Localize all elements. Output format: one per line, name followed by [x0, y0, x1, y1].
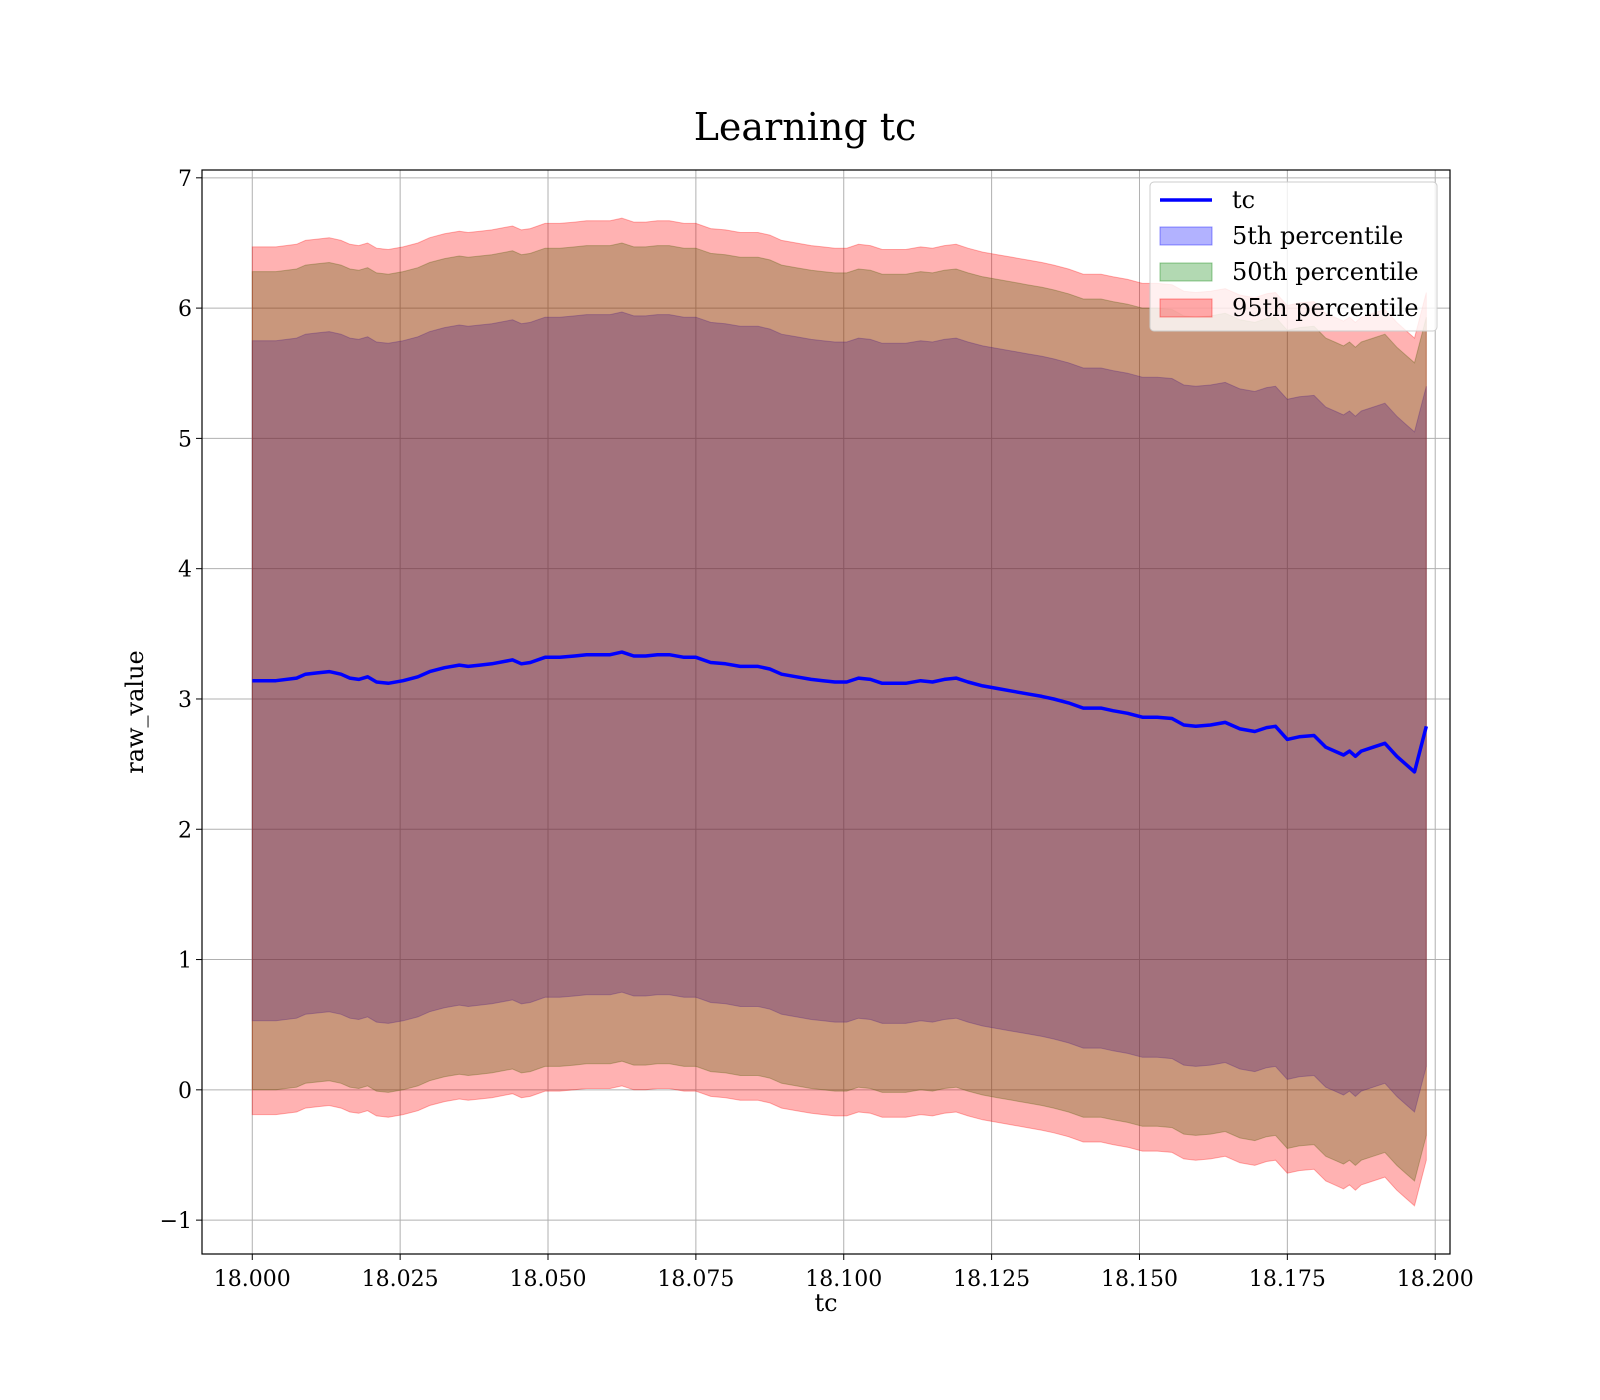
percentile-bands [251, 217, 1427, 1207]
grid [202, 170, 1450, 1254]
legend: tc 5th percentile 50th percentile 95th perc… [1149, 181, 1438, 332]
y-tick-label: 7 [178, 167, 192, 192]
x-tick-label: 18.175 [1249, 1267, 1326, 1292]
legend-label: 50th percentile [1232, 258, 1419, 286]
x-axis-label: tc [814, 1289, 837, 1317]
legend-swatch [1159, 262, 1213, 282]
series-lines [252, 650, 1428, 774]
legend-label: 5th percentile [1232, 222, 1403, 250]
x-tick-label: 18.150 [1101, 1267, 1178, 1292]
y-tick-label: 3 [178, 688, 192, 713]
band-95th-percentile [251, 217, 1427, 1207]
plot-area [201, 169, 1451, 1255]
x-tick-label: 18.100 [805, 1267, 882, 1292]
legend-frame [1149, 181, 1438, 332]
legend-swatch [1159, 226, 1213, 246]
legend-item: 5th percentile [1159, 222, 1403, 250]
y-axis-ticks: −1 0 1 2 3 4 5 6 7 [160, 167, 202, 1234]
chart-title: Learning tc [694, 105, 917, 149]
y-tick-label: 6 [178, 297, 192, 322]
legend-item: 95th percentile [1159, 294, 1419, 322]
plot-frame [201, 169, 1451, 1255]
x-axis-ticks: 18.000 18.025 18.050 18.075 18.100 18.125 18.1… [214, 1254, 1474, 1292]
x-tick-label: 18.050 [510, 1267, 587, 1292]
legend-label: tc [1232, 186, 1255, 214]
x-tick-label: 18.200 [1397, 1267, 1474, 1292]
legend-items: tc 5th percentile 50th percentile 95th perc… [1159, 186, 1419, 322]
plot-background [202, 170, 1450, 1254]
x-tick-label: 18.075 [657, 1267, 734, 1292]
legend-item: 50th percentile [1159, 258, 1419, 286]
y-tick-label: 1 [178, 949, 192, 974]
band-50th-percentile [251, 242, 1427, 1182]
y-tick-label: 5 [178, 427, 192, 452]
x-tick-label: 18.025 [362, 1267, 439, 1292]
legend-swatch [1159, 298, 1213, 318]
y-tick-label: 4 [178, 558, 192, 583]
y-tick-label: 2 [178, 818, 192, 843]
y-tick-label: 0 [178, 1079, 192, 1104]
band-5th-percentile [251, 311, 1427, 1113]
series-line-tc [252, 650, 1428, 774]
legend-item: tc [1160, 186, 1255, 214]
legend-label: 95th percentile [1232, 294, 1419, 322]
x-tick-label: 18.125 [953, 1267, 1030, 1292]
x-tick-label: 18.000 [214, 1267, 291, 1292]
y-tick-label: −1 [160, 1209, 192, 1234]
y-axis-label: raw_value [121, 650, 149, 774]
